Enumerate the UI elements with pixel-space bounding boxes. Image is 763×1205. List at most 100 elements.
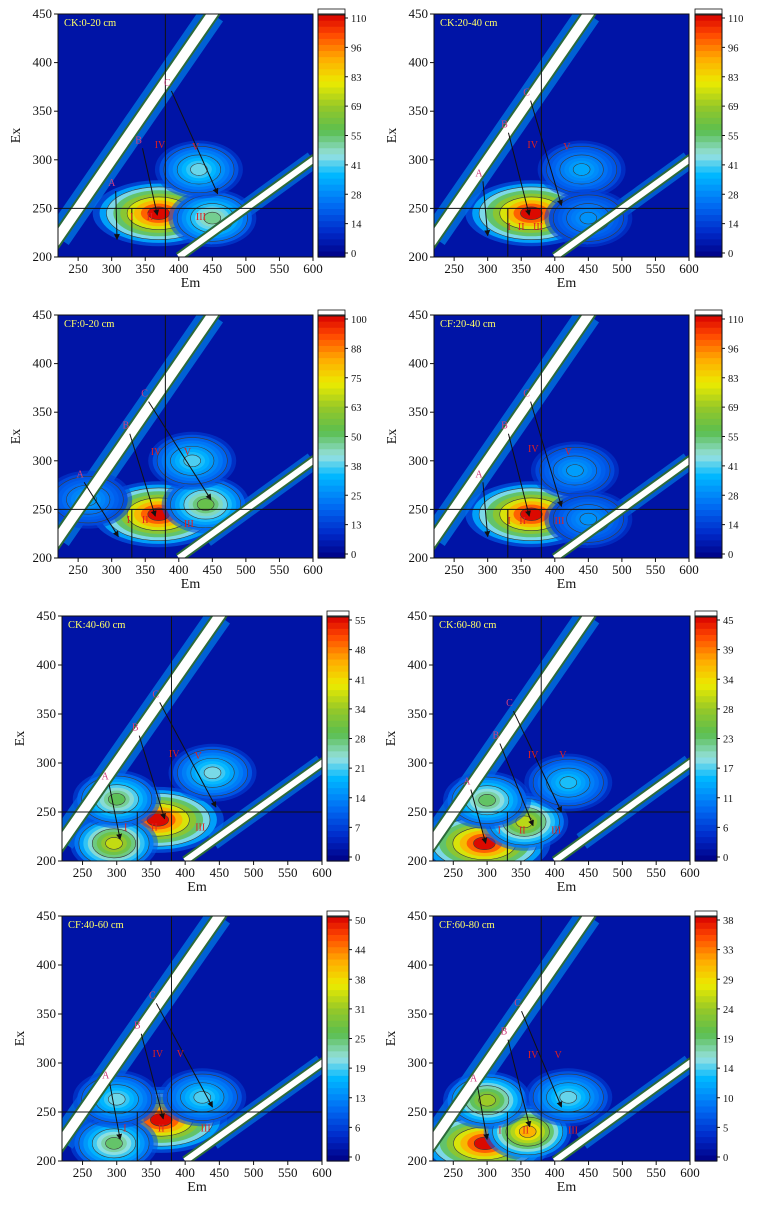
colorbar-segment [318,147,345,155]
colorbar-top-cap [317,8,346,16]
x-tick-label: 450 [579,865,599,880]
colorbar-segment [327,658,349,666]
colorbar-segment [327,701,349,709]
colorbar-segment [318,369,345,377]
colorbar-segment [327,1026,349,1033]
y-tick-label: 250 [33,501,53,516]
y-tick-label: 250 [33,200,53,215]
peak-contour [105,1137,123,1150]
colorbar: 0 6 13 19 25 31 38 44 50 [326,910,366,1164]
second-order-scatter-band [183,1059,322,1161]
colorbar-segment [327,671,349,678]
x-tick-label: 450 [579,562,599,577]
colorbar-segment [327,989,349,997]
colorbar-segment [695,381,722,389]
colorbar-segment [695,20,722,27]
colorbar-segment [695,995,717,1003]
colorbar-segment [695,616,717,623]
region-label-I: I [124,823,127,834]
region-label-IV: IV [528,750,539,761]
x-tick-label: 300 [478,261,498,276]
region-arrow-A [108,784,123,841]
colorbar-segment [318,375,345,383]
x-axis-label: Em [557,577,577,592]
colorbar-segment [327,1056,349,1064]
panel-title: CK:20-40 cm [440,18,497,29]
y-tick-label: 200 [408,1153,428,1168]
region-label-B: B [122,421,129,432]
colorbar-segment [327,1075,349,1082]
colorbar-segment [695,695,717,703]
region-arrow-A [470,789,488,844]
region-label-C: C [506,698,513,709]
region-label-I: I [507,222,510,233]
colorbar-tick-label: 38 [355,975,366,986]
colorbar-tick-label: 69 [728,102,739,113]
region-arrow-A [109,1083,123,1141]
region-label-V: V [563,142,571,153]
y-axis-label: Ex [9,128,24,144]
colorbar-segment [695,701,717,709]
colorbar-tick-label: 29 [723,975,734,986]
colorbar-segment [327,726,349,733]
colorbar-segment [327,781,349,789]
colorbar-tick-label: 14 [728,521,739,532]
colorbar-segment [695,460,722,468]
colorbar-segment [327,640,349,648]
x-tick-label: 550 [278,865,298,880]
colorbar-segment [695,250,722,258]
region-label-C: C [523,88,530,99]
colorbar-segment [695,479,722,486]
x-tick-label: 600 [680,865,700,880]
region-label-IV: IV [169,749,180,760]
colorbar-segment [327,652,349,660]
x-axis-label: Em [557,276,577,291]
y-tick-label: 300 [33,152,53,167]
colorbar-segment [318,244,345,252]
region-arrow-C [530,401,563,508]
colorbar: 0 5 10 14 19 24 29 33 38 [694,910,734,1164]
colorbar-segment [695,226,722,234]
region-arrow-A [113,191,120,241]
colorbar-segment [318,190,345,197]
colorbar-segment [327,1014,349,1021]
colorbar-segment [327,677,349,684]
y-tick-label: 450 [33,307,53,322]
x-tick-label: 600 [303,261,323,276]
region-label-A: A [470,1074,478,1085]
colorbar-segment [318,466,345,474]
peak-contour [203,211,222,225]
colorbar-segment [327,738,349,746]
colorbar-segment [695,1050,717,1058]
colorbar-segment [695,56,722,64]
colorbar-segment [695,1099,717,1107]
region-arrow-C [530,100,563,207]
second-order-scatter-band [177,156,313,257]
colorbar-segment [318,448,345,456]
y-tick-label: 300 [409,453,429,468]
colorbar-tick-label: 0 [723,1153,728,1164]
colorbar-segment [695,321,722,328]
colorbar-segment [695,652,717,660]
plot-frame [61,615,323,862]
colorbar-segment [695,509,722,517]
colorbar-segment [695,117,722,124]
colorbar-segment [695,190,722,197]
colorbar-segment [327,1081,349,1089]
colorbar-segment [695,1032,717,1040]
colorbar-segment [318,442,345,450]
peak-contour [579,512,598,526]
colorbar-segment [695,683,717,691]
colorbar-segment [318,509,345,517]
y-axis-label: Ex [13,1031,28,1047]
x-tick-label: 550 [278,1165,298,1180]
colorbar-segment [327,940,349,948]
colorbar-tick-label: 41 [355,675,366,686]
colorbar-segment [695,26,722,33]
colorbar-tick-label: 28 [728,190,739,201]
